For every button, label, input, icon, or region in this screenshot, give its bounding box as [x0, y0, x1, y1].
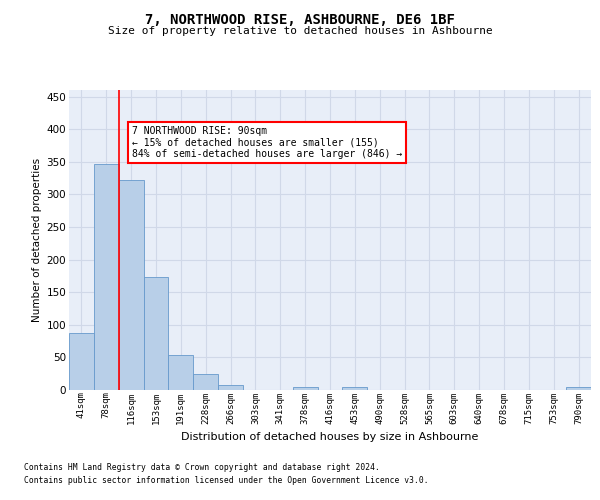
Bar	[169, 356, 193, 390]
Text: Contains public sector information licensed under the Open Government Licence v3: Contains public sector information licen…	[24, 476, 428, 485]
Bar	[193, 374, 218, 390]
Text: 7 NORTHWOOD RISE: 90sqm
← 15% of detached houses are smaller (155)
84% of semi-d: 7 NORTHWOOD RISE: 90sqm ← 15% of detache…	[131, 126, 402, 159]
Y-axis label: Number of detached properties: Number of detached properties	[32, 158, 43, 322]
Bar	[119, 180, 143, 390]
Bar	[343, 388, 367, 390]
Text: Size of property relative to detached houses in Ashbourne: Size of property relative to detached ho…	[107, 26, 493, 36]
Bar	[293, 386, 317, 390]
Bar	[143, 276, 169, 390]
Text: Contains HM Land Registry data © Crown copyright and database right 2024.: Contains HM Land Registry data © Crown c…	[24, 464, 380, 472]
Bar	[69, 332, 94, 390]
Bar	[94, 164, 119, 390]
X-axis label: Distribution of detached houses by size in Ashbourne: Distribution of detached houses by size …	[181, 432, 479, 442]
Text: 7, NORTHWOOD RISE, ASHBOURNE, DE6 1BF: 7, NORTHWOOD RISE, ASHBOURNE, DE6 1BF	[145, 12, 455, 26]
Bar	[218, 385, 243, 390]
Bar	[566, 388, 591, 390]
